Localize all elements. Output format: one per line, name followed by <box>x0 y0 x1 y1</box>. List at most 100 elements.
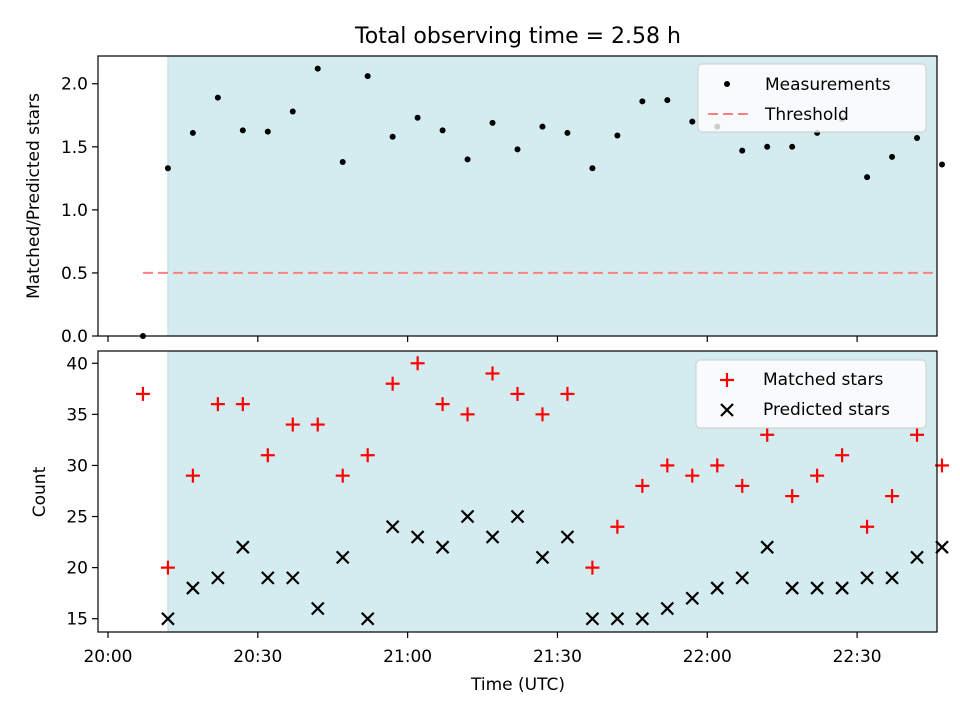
predicted-star-point <box>585 611 600 626</box>
matched-star-point <box>285 417 300 432</box>
bottom-x-tick-label: 20:00 <box>83 647 132 667</box>
predicted-star-point <box>261 571 275 585</box>
predicted-star-stroke <box>360 611 375 626</box>
measurement-point <box>164 165 171 172</box>
matched-star-point <box>160 560 175 575</box>
predicted-star-stroke <box>161 611 175 626</box>
matched-star-point <box>260 448 275 463</box>
x-axis-label: Time (UTC) <box>470 675 565 695</box>
bottom-y-tick-label: 30 <box>66 456 88 476</box>
predicted-star-point <box>211 571 225 585</box>
predicted-star-stroke <box>236 540 250 554</box>
top-y-axis-label: Matched/Predicted stars <box>24 93 44 299</box>
measurement-point <box>889 153 896 160</box>
predicted-star-point <box>435 540 450 554</box>
matched-star-point <box>885 489 900 504</box>
predicted-star-stroke <box>910 550 924 565</box>
legend-predicted-label: Predicted stars <box>763 400 890 420</box>
bottom-x-tick-label: 22:30 <box>833 647 882 667</box>
predicted-star-stroke <box>710 581 725 595</box>
matched-star-point <box>610 519 625 534</box>
matched-star-point <box>235 397 250 412</box>
measurement-point <box>264 128 271 135</box>
predicted-star-stroke <box>660 601 675 616</box>
matched-star-point <box>135 386 150 401</box>
legend-matched-marker <box>720 373 734 387</box>
predicted-star-stroke <box>560 530 575 544</box>
bottom-y-axis-label: Count <box>30 466 50 517</box>
predicted-star-point <box>785 581 799 595</box>
bottom-y-tick-label: 15 <box>66 610 88 630</box>
bottom-x-tick-label: 20:30 <box>233 647 282 667</box>
predicted-star-stroke <box>261 571 275 585</box>
predicted-star-point <box>760 540 774 554</box>
matched-star-point <box>760 427 775 442</box>
predicted-star-stroke <box>186 581 200 595</box>
predicted-star-point <box>810 581 824 595</box>
matched-star-point <box>835 448 850 463</box>
measurement-point <box>439 127 446 134</box>
top-y-ticks: 0.0 0.5 1.0 1.5 2.0 <box>61 75 98 347</box>
top-x-ticks <box>107 336 858 342</box>
bottom-x-tick-label: 21:00 <box>383 647 432 667</box>
matched-star-point <box>735 478 750 493</box>
top-y-tick-label: 1.0 <box>61 201 88 221</box>
predicted-star-point <box>910 550 924 565</box>
predicted-star-stroke <box>760 540 774 554</box>
measurement-point <box>938 161 945 168</box>
predicted-star-point <box>360 611 375 626</box>
legend-matched-label: Matched stars <box>763 370 883 390</box>
predicted-star-point <box>710 581 725 595</box>
predicted-star-point <box>335 550 350 565</box>
measurement-point <box>914 134 921 141</box>
predicted-star-stroke <box>310 601 325 616</box>
predicted-star-point <box>236 540 250 554</box>
predicted-star-point <box>935 540 949 554</box>
measurement-point <box>314 65 321 72</box>
predicted-star-point <box>685 591 700 606</box>
predicted-star-stroke <box>735 571 750 585</box>
predicted-star-point <box>535 550 550 565</box>
chart-title: Total observing time = 2.58 h <box>354 24 681 49</box>
measurement-point <box>289 108 296 115</box>
bottom-y-tick-label: 25 <box>66 508 88 528</box>
predicted-star-stroke <box>535 550 550 565</box>
predicted-star-stroke <box>585 611 600 626</box>
bottom-y-tick-label: 35 <box>66 405 88 425</box>
predicted-star-stroke <box>685 591 700 606</box>
predicted-star-point <box>860 571 874 585</box>
top-y-tick-label: 0.0 <box>61 327 88 347</box>
predicted-star-stroke <box>460 509 475 524</box>
predicted-star-stroke <box>485 530 500 544</box>
matched-star-point <box>560 386 575 401</box>
measurement-point <box>539 123 546 130</box>
matched-star-point <box>210 397 225 412</box>
bottom-y-tick-label: 20 <box>66 559 88 579</box>
predicted-star-stroke <box>860 571 874 585</box>
matched-star-point <box>635 478 650 493</box>
measurement-point <box>364 73 371 80</box>
matched-star-point <box>360 448 375 463</box>
matched-star-point <box>910 427 925 442</box>
bottom-panel: 15 20 25 30 35 40 20:00 20:30 21:00 21:30 22:00 22… <box>30 350 949 695</box>
predicted-star-stroke <box>935 540 949 554</box>
matched-star-point <box>410 356 425 371</box>
top-y-tick-label: 1.5 <box>61 138 88 158</box>
bottom-axes-frame <box>97 350 938 633</box>
top-axes-frame <box>97 55 938 337</box>
matched-star-point <box>460 407 475 422</box>
measurement-point <box>339 158 346 165</box>
predicted-star-point <box>310 601 325 616</box>
predicted-star-point <box>285 571 300 585</box>
measurement-point <box>739 147 746 154</box>
predicted-star-stroke <box>610 611 625 626</box>
measurement-point <box>214 94 221 101</box>
matched-star-point <box>660 458 675 473</box>
bottom-y-ticks: 15 20 25 30 35 40 <box>66 354 98 630</box>
predicted-star-point <box>835 581 849 595</box>
predicted-star-stroke <box>211 571 225 585</box>
predicted-star-stroke <box>285 571 300 585</box>
top-y-tick-label: 2.0 <box>61 75 88 95</box>
predicted-star-stroke <box>835 581 849 595</box>
matched-star-point <box>710 458 725 473</box>
